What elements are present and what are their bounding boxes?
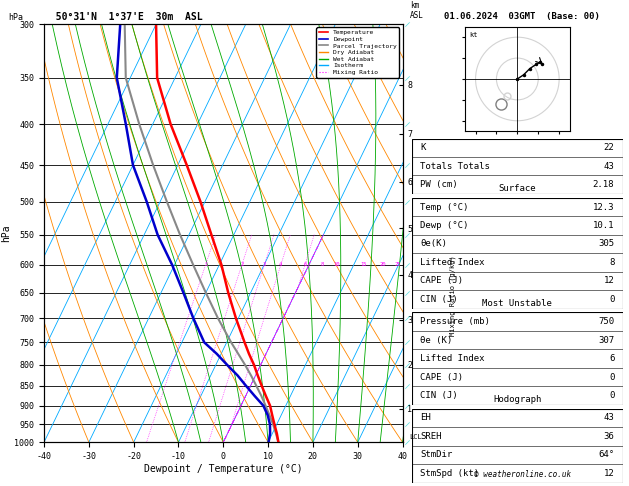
Text: Pressure (mb): Pressure (mb)	[420, 317, 490, 326]
Text: CAPE (J): CAPE (J)	[420, 373, 464, 382]
Text: 20: 20	[379, 262, 386, 267]
Text: 307: 307	[598, 336, 615, 345]
Text: 4: 4	[279, 262, 282, 267]
X-axis label: Dewpoint / Temperature (°C): Dewpoint / Temperature (°C)	[144, 464, 303, 474]
Text: 6: 6	[303, 262, 306, 267]
Text: —: —	[403, 314, 412, 323]
Text: Hodograph: Hodograph	[493, 395, 542, 404]
Text: 2: 2	[240, 262, 243, 267]
Text: —: —	[403, 230, 412, 239]
Text: θe(K): θe(K)	[420, 240, 447, 248]
Text: —: —	[403, 401, 412, 410]
Text: θe (K): θe (K)	[420, 336, 453, 345]
Text: 0: 0	[609, 373, 615, 382]
Text: 0: 0	[609, 391, 615, 400]
Text: K: K	[420, 143, 426, 152]
Text: hPa: hPa	[8, 13, 23, 22]
Text: —: —	[403, 260, 412, 270]
Text: 43: 43	[604, 162, 615, 171]
Text: 50°31'N  1°37'E  30m  ASL: 50°31'N 1°37'E 30m ASL	[44, 12, 203, 22]
Text: Lifted Index: Lifted Index	[420, 258, 485, 267]
Text: 12: 12	[604, 469, 615, 478]
Text: PW (cm): PW (cm)	[420, 180, 458, 189]
Text: 36: 36	[604, 432, 615, 441]
Text: 43: 43	[604, 414, 615, 422]
Text: —: —	[403, 360, 412, 369]
Text: Dewp (°C): Dewp (°C)	[420, 221, 469, 230]
Text: —: —	[403, 197, 412, 206]
Text: 3: 3	[263, 262, 266, 267]
Text: 10.1: 10.1	[593, 221, 615, 230]
Text: 01.06.2024  03GMT  (Base: 00): 01.06.2024 03GMT (Base: 00)	[444, 12, 600, 21]
Text: 8: 8	[609, 258, 615, 267]
Text: EH: EH	[420, 414, 431, 422]
Text: 305: 305	[598, 240, 615, 248]
Text: —: —	[403, 288, 412, 297]
Text: 2.18: 2.18	[593, 180, 615, 189]
Text: CAPE (J): CAPE (J)	[420, 277, 464, 285]
Text: Lifted Index: Lifted Index	[420, 354, 485, 363]
Text: 12.3: 12.3	[593, 203, 615, 211]
Y-axis label: hPa: hPa	[1, 225, 11, 242]
Text: Surface: Surface	[499, 184, 536, 193]
Text: © weatheronline.co.uk: © weatheronline.co.uk	[474, 469, 571, 479]
Text: —: —	[403, 73, 412, 83]
Text: SREH: SREH	[420, 432, 442, 441]
Text: —: —	[403, 20, 412, 29]
Text: 25: 25	[394, 262, 401, 267]
Text: Mixing Ratio (g/kg): Mixing Ratio (g/kg)	[450, 256, 456, 336]
Text: —: —	[403, 420, 412, 429]
Text: StmSpd (kt): StmSpd (kt)	[420, 469, 479, 478]
Text: —: —	[403, 438, 412, 447]
Text: Temp (°C): Temp (°C)	[420, 203, 469, 211]
Text: 8: 8	[321, 262, 325, 267]
Text: LCL: LCL	[409, 434, 423, 440]
Text: —: —	[403, 120, 412, 129]
Text: 1: 1	[204, 262, 207, 267]
Text: 15: 15	[360, 262, 367, 267]
Text: 6: 6	[609, 354, 615, 363]
Text: 12: 12	[604, 277, 615, 285]
Text: kt: kt	[469, 32, 478, 38]
Text: Totals Totals: Totals Totals	[420, 162, 490, 171]
Text: —: —	[403, 338, 412, 347]
Text: CIN (J): CIN (J)	[420, 295, 458, 304]
Text: CIN (J): CIN (J)	[420, 391, 458, 400]
Text: 0: 0	[609, 295, 615, 304]
Text: 10: 10	[333, 262, 340, 267]
Text: —: —	[403, 381, 412, 390]
Text: StmDir: StmDir	[420, 451, 453, 459]
Text: 22: 22	[604, 143, 615, 152]
Text: Most Unstable: Most Unstable	[482, 299, 552, 308]
Text: km
ASL: km ASL	[409, 0, 423, 20]
Text: 64°: 64°	[598, 451, 615, 459]
Text: —: —	[403, 160, 412, 170]
Legend: Temperature, Dewpoint, Parcel Trajectory, Dry Adiabat, Wet Adiabat, Isotherm, Mi: Temperature, Dewpoint, Parcel Trajectory…	[316, 27, 399, 78]
Text: 750: 750	[598, 317, 615, 326]
